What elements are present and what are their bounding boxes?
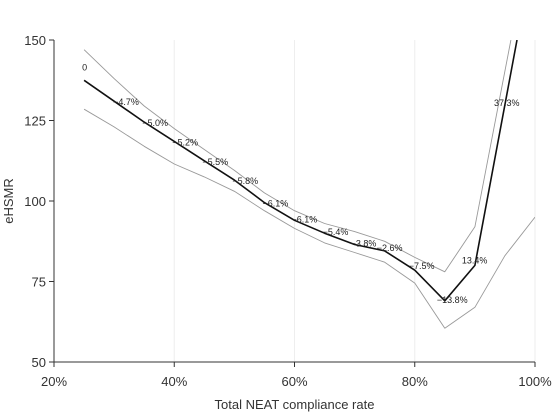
data-label-14: 37.3% xyxy=(494,98,520,108)
gridlines xyxy=(173,40,536,362)
y-axis-title: eHSMR xyxy=(1,178,16,224)
y-tick-label-2: 100 xyxy=(24,194,46,209)
data-labels: 0 −4.7% −5.0% −5.2% −5.5% −5.8% −6.1% −6.1% −5.4… xyxy=(82,62,519,305)
data-label-10: −2.6% xyxy=(377,243,403,253)
x-tick-label-2: 60% xyxy=(281,374,307,389)
x-tick-label-3: 80% xyxy=(402,374,428,389)
data-label-9: −3.8% xyxy=(351,238,377,248)
data-label-13: 13.4% xyxy=(462,255,488,265)
data-label-12: −13.8% xyxy=(437,295,468,305)
x-tick-label-0: 20% xyxy=(41,374,67,389)
data-label-4: −5.5% xyxy=(202,157,228,167)
data-label-2: −5.0% xyxy=(142,118,168,128)
data-label-11: −7.5% xyxy=(409,261,435,271)
y-tick-label-3: 125 xyxy=(24,114,46,129)
x-tick-label-1: 40% xyxy=(161,374,187,389)
data-label-1: −4.7% xyxy=(113,97,139,107)
x-axis-title: Total NEAT compliance rate xyxy=(215,397,375,412)
series-line-ci-upper xyxy=(83,40,512,273)
series-line-ci-lower xyxy=(83,108,535,329)
tick-labels: 20% 40% 60% 80% 100% 50 75 100 125 150 xyxy=(24,33,552,389)
series xyxy=(83,40,535,329)
data-label-5: −5.8% xyxy=(232,176,258,186)
data-label-3: −5.2% xyxy=(172,137,198,147)
y-tick-label-4: 150 xyxy=(24,33,46,48)
x-tick-label-4: 100% xyxy=(518,374,552,389)
y-tick-label-0: 50 xyxy=(32,355,46,370)
y-tick-label-1: 75 xyxy=(32,275,46,290)
data-label-7: −6.1% xyxy=(292,214,318,224)
series-line-main xyxy=(83,40,518,302)
data-label-6: −6.1% xyxy=(262,199,288,209)
data-label-8: −5.4% xyxy=(323,227,349,237)
data-label-0: 0 xyxy=(82,62,87,72)
